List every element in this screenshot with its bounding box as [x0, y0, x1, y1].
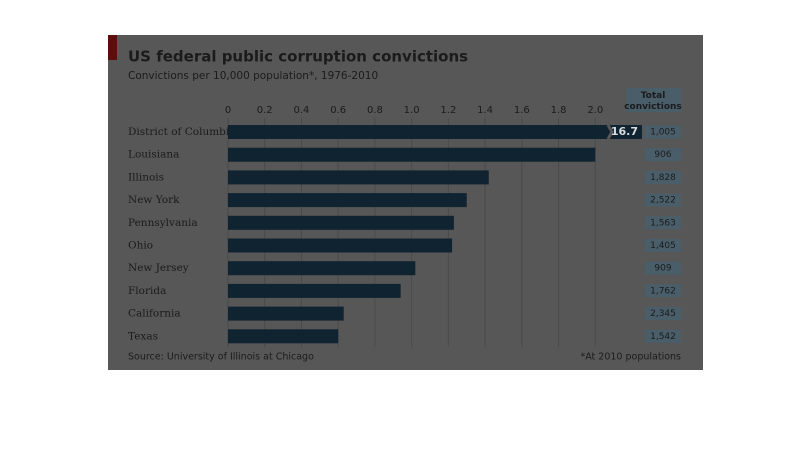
total-label: 909 — [654, 264, 671, 274]
y-tick-label: Louisiana — [128, 149, 179, 161]
total-label: 1,563 — [650, 218, 676, 228]
totals-header-box — [626, 88, 681, 112]
total-label: 906 — [654, 150, 671, 160]
x-tick-label: 0.6 — [330, 105, 346, 116]
x-tick-label: 1.4 — [477, 105, 493, 116]
x-tick-label: 2.0 — [587, 105, 603, 116]
total-box — [645, 284, 681, 298]
bar — [228, 306, 344, 321]
y-tick-label: New Jersey — [128, 262, 189, 274]
bar — [228, 261, 416, 276]
bar — [228, 215, 454, 230]
x-tick-label: 0 — [225, 105, 231, 116]
y-tick-label: Pennsylvania — [128, 217, 198, 229]
y-tick-label: Ohio — [128, 240, 153, 252]
total-box — [645, 329, 681, 343]
y-tick-label: Texas — [128, 330, 158, 342]
total-box — [645, 261, 681, 275]
total-label: 1,542 — [650, 332, 676, 342]
y-tick-label: California — [128, 308, 181, 320]
x-tick-label: 1.6 — [514, 105, 530, 116]
total-box — [645, 216, 681, 230]
y-tick-label: Illinois — [128, 171, 164, 183]
x-tick-label: 0.8 — [367, 105, 383, 116]
total-label: 1,405 — [650, 241, 676, 251]
totals-header: Total convictions — [624, 91, 682, 112]
total-label: 1,005 — [650, 128, 676, 138]
total-box — [645, 170, 681, 184]
bar — [228, 329, 339, 344]
value-label: 16.7 — [611, 125, 638, 138]
bar — [228, 125, 642, 139]
bar — [228, 147, 596, 162]
total-label: 2,345 — [650, 309, 676, 319]
bar — [228, 193, 467, 208]
total-box — [645, 307, 681, 321]
total-label: 2,522 — [650, 196, 676, 206]
x-tick-label: 1.2 — [440, 105, 456, 116]
total-box — [645, 125, 681, 139]
brand-marker — [108, 35, 117, 60]
x-tick-label: 0.4 — [294, 105, 310, 116]
bar — [228, 283, 401, 298]
x-tick-label: 1.0 — [404, 105, 420, 116]
x-tick-label: 0.2 — [257, 105, 273, 116]
bar — [228, 238, 453, 253]
source: Source: University of Illinois at Chicag… — [128, 352, 314, 363]
footnote: *At 2010 populations — [580, 352, 681, 363]
total-label: 1,828 — [650, 173, 676, 183]
y-tick-label: New York — [128, 194, 180, 206]
y-tick-label: Florida — [128, 285, 166, 297]
total-box — [645, 193, 681, 207]
y-tick-label: District of Columbia — [128, 126, 236, 138]
axis-break — [606, 124, 614, 140]
total-label: 1,762 — [650, 286, 676, 296]
bar — [228, 170, 489, 185]
chart-title: US federal public corruption convictions — [128, 48, 468, 66]
total-box — [645, 239, 681, 252]
total-box — [645, 148, 681, 162]
x-tick-label: 1.8 — [551, 105, 567, 116]
chart-subtitle: Convictions per 10,000 population*, 1976… — [128, 70, 378, 82]
